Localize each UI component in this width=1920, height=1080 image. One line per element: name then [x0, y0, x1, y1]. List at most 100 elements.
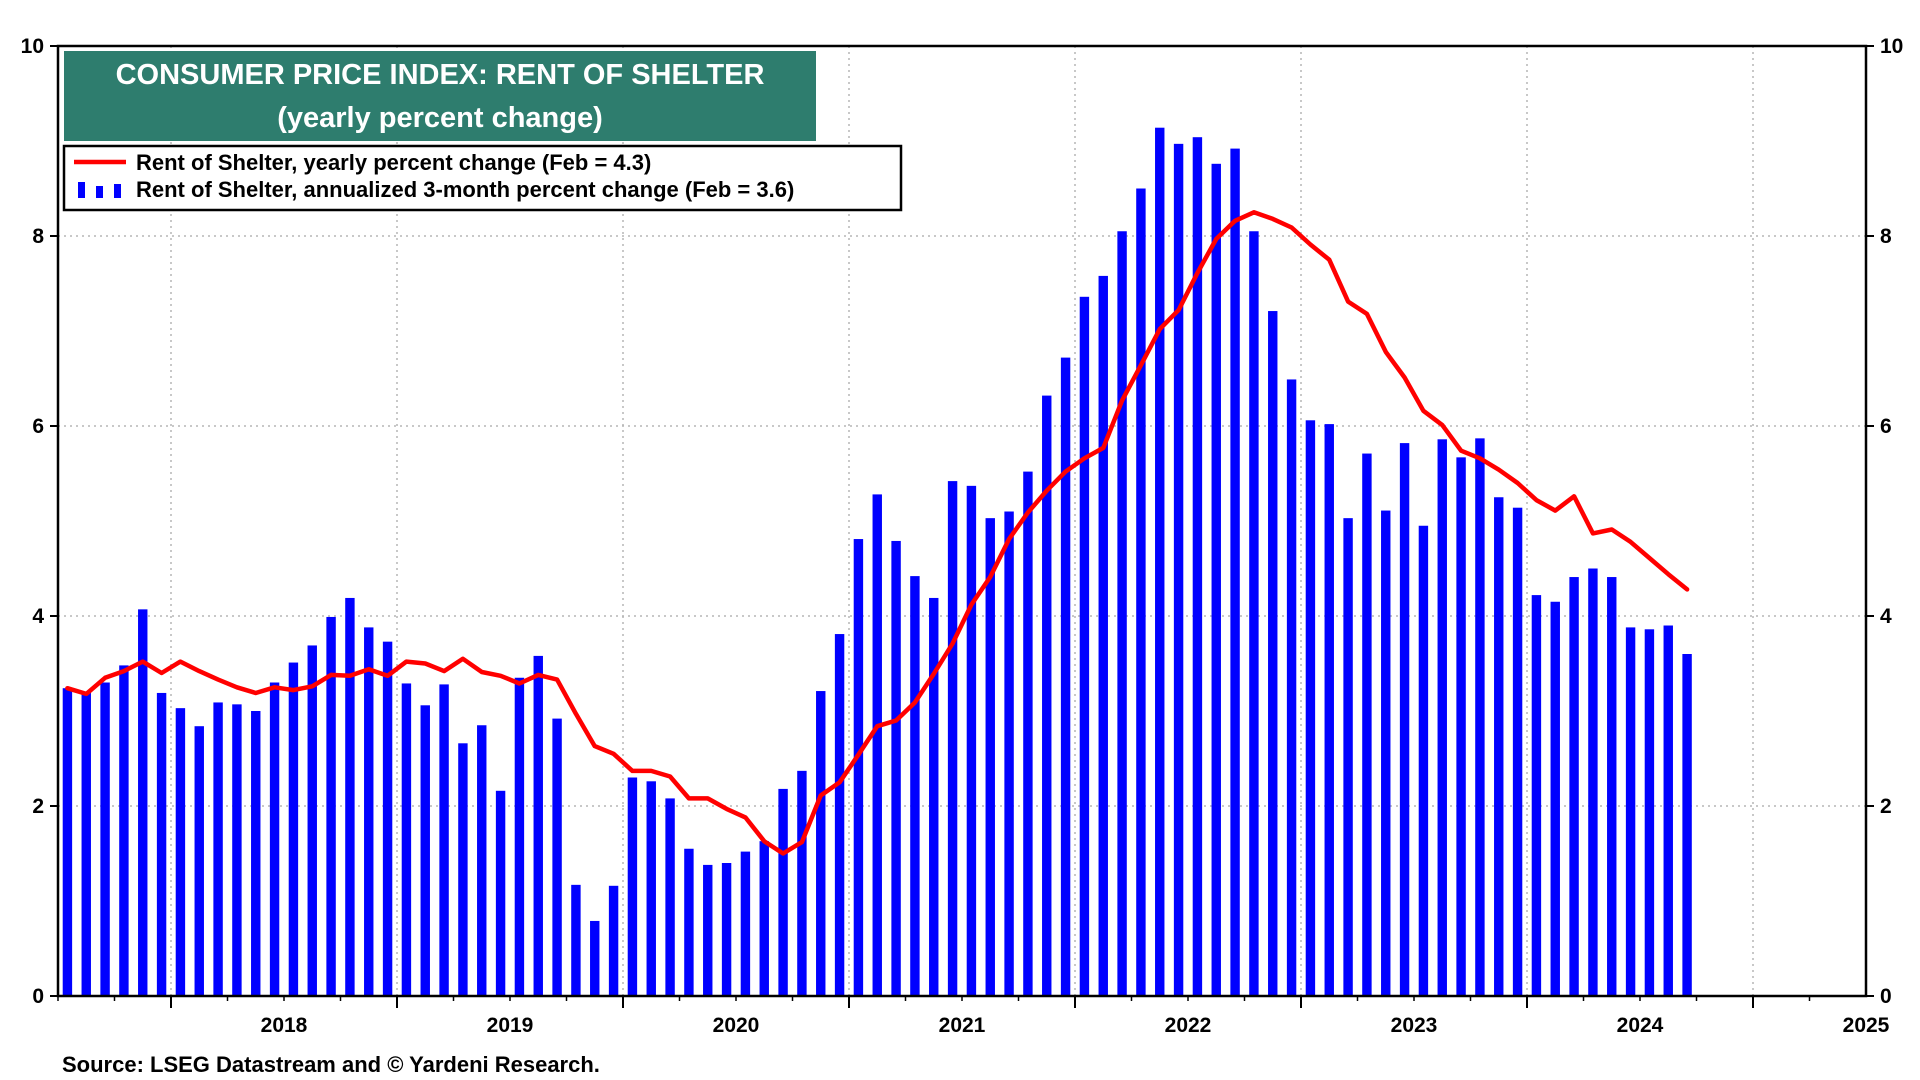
- x-tick-label: 2020: [713, 1014, 760, 1037]
- bar-3month-change: [929, 597, 939, 996]
- line-yearly-change: [65, 210, 1690, 856]
- chart-title: CONSUMER PRICE INDEX: RENT OF SHELTER: [116, 59, 765, 91]
- bar-3month-change: [1663, 625, 1673, 996]
- bar-3month-change: [232, 704, 242, 996]
- bar-3month-change: [364, 627, 374, 996]
- bar-3month-change: [213, 702, 223, 996]
- y-tick-label-right: 0: [1880, 985, 1892, 1008]
- bar-3month-change: [1042, 395, 1052, 997]
- bar-3month-change: [646, 781, 656, 996]
- bar-3month-change: [966, 485, 977, 996]
- bar-3month-change: [1531, 595, 1542, 996]
- bar-3month-change: [1155, 127, 1165, 996]
- x-tick-label: 2018: [261, 1014, 308, 1037]
- bar-3month-change: [1343, 518, 1353, 996]
- bar-3month-change: [1004, 511, 1014, 996]
- y-tick-label-right: 10: [1880, 35, 1903, 58]
- bar-3month-change: [816, 691, 826, 996]
- bar-3month-change: [872, 494, 882, 996]
- bar-3month-change: [1117, 231, 1127, 996]
- bar-3month-change: [439, 684, 449, 996]
- y-tick-label-right: 8: [1880, 225, 1892, 248]
- bar-3month-change: [985, 518, 995, 996]
- bar-3month-change: [910, 576, 920, 996]
- bar-3month-change: [1644, 629, 1655, 996]
- bar-3month-change: [1305, 420, 1316, 996]
- bar-3month-change: [552, 718, 562, 996]
- bar-3month-change: [1268, 311, 1278, 996]
- bar-3month-change: [684, 848, 694, 996]
- legend-bar-swatch-1: [78, 182, 85, 198]
- bar-3month-change: [797, 770, 807, 996]
- bar-3month-change: [1494, 497, 1504, 996]
- bar-3month-change: [514, 677, 525, 996]
- y-tick-label-left: 10: [21, 35, 44, 58]
- bar-3month-change: [1456, 457, 1466, 997]
- bar-3month-change: [495, 790, 506, 996]
- bar-3month-change: [759, 841, 769, 996]
- bar-3month-change: [156, 692, 167, 996]
- x-tick-label: 2025: [1843, 1014, 1890, 1037]
- bar-3month-change: [401, 683, 412, 996]
- y-tick-label-right: 4: [1880, 605, 1892, 628]
- y-tick-label-left: 6: [32, 415, 44, 438]
- bar-3month-change: [326, 616, 336, 996]
- bar-3month-change: [269, 682, 280, 996]
- bar-3month-change: [853, 539, 864, 996]
- bar-3month-change: [1249, 231, 1259, 996]
- bar-3month-change: [1625, 627, 1636, 996]
- bar-3month-change: [740, 851, 751, 996]
- bar-3month-change: [1173, 143, 1184, 997]
- bar-3month-change: [307, 645, 317, 996]
- bar-3month-change: [834, 634, 845, 996]
- bar-3month-change: [477, 725, 487, 996]
- y-tick-label-right: 6: [1880, 415, 1892, 438]
- bar-3month-change: [1399, 443, 1410, 997]
- legend-label-line: Rent of Shelter, yearly percent change (…: [136, 150, 651, 175]
- bar-3month-change: [1060, 357, 1071, 997]
- bar-3month-change: [420, 705, 430, 996]
- y-tick-label-right: 2: [1880, 795, 1892, 818]
- bar-3month-change: [1512, 507, 1523, 996]
- bar-3month-change: [665, 798, 675, 996]
- x-tick-label: 2019: [487, 1014, 534, 1037]
- bar-3month-change: [1682, 654, 1692, 996]
- bar-3month-change: [1192, 137, 1203, 996]
- legend-label-bars: Rent of Shelter, annualized 3-month perc…: [136, 177, 794, 202]
- bar-3month-change: [778, 788, 788, 996]
- bar-3month-change: [721, 863, 732, 996]
- bar-3month-change: [382, 641, 393, 996]
- chart-title-background: [64, 51, 816, 141]
- bar-3month-change: [1211, 163, 1221, 997]
- bar-3month-change: [590, 920, 600, 996]
- bar-3month-change: [1230, 148, 1240, 997]
- bar-3month-change: [1136, 188, 1146, 996]
- y-tick-label-left: 0: [32, 985, 44, 1008]
- y-tick-label-left: 2: [32, 795, 44, 818]
- bar-3month-change: [81, 692, 91, 996]
- bar-3month-change: [1569, 577, 1579, 996]
- bar-3month-change: [100, 682, 110, 996]
- bar-3month-change: [1550, 601, 1560, 996]
- chart-subtitle: (yearly percent change): [277, 102, 603, 134]
- grid-layer: [58, 46, 1866, 996]
- legend: Rent of Shelter, yearly percent change (…: [62, 144, 903, 212]
- x-tick-label: 2023: [1391, 1014, 1438, 1037]
- chart-title-box: CONSUMER PRICE INDEX: RENT OF SHELTER (y…: [64, 51, 816, 141]
- bar-3month-change: [1362, 453, 1372, 996]
- legend-bar-swatch-2: [96, 186, 103, 198]
- bar-3month-change: [458, 743, 468, 996]
- bar-3month-change: [251, 711, 261, 996]
- bar-3month-change: [1098, 275, 1108, 996]
- bar-3month-change: [1079, 296, 1090, 996]
- source-note: Source: LSEG Datastream and © Yardeni Re…: [62, 1052, 600, 1077]
- bar-3month-change: [119, 665, 129, 996]
- axis-layer: 0 0 2 2 4 4 6 6 8 8 10 10 2018 2019 2020 2021 2022 2023 20…: [21, 35, 1904, 1037]
- bar-3month-change: [608, 885, 619, 996]
- bar-3month-change: [1475, 438, 1485, 997]
- bar-3month-change: [891, 540, 901, 996]
- bar-3month-change: [571, 884, 581, 996]
- x-tick-label: 2024: [1617, 1014, 1664, 1037]
- legend-box: [62, 144, 903, 212]
